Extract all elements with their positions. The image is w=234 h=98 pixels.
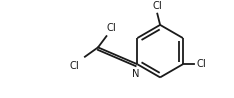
Text: Cl: Cl (106, 23, 116, 33)
Text: Cl: Cl (69, 61, 79, 71)
Text: Cl: Cl (197, 59, 207, 69)
Text: Cl: Cl (152, 1, 162, 11)
Text: N: N (132, 69, 139, 79)
